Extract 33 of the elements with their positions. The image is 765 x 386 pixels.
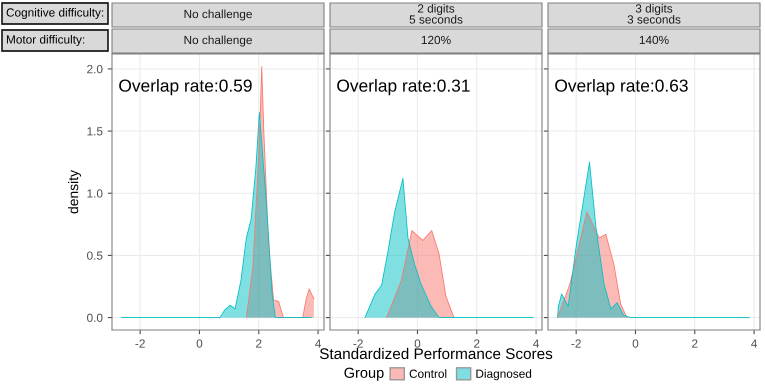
chart-title: 2 digits 5 seconds [410, 4, 462, 24]
legend-label: Control [410, 369, 446, 378]
x-tick-label: 2 [474, 339, 480, 348]
annotation: Overlap rate:0.63 [555, 79, 688, 96]
x-tick-label: 2 [692, 339, 698, 348]
text: Motor difficulty: [6, 35, 84, 46]
chart-title: 3 digits 3 seconds [628, 4, 680, 24]
legend-title: Group [344, 368, 384, 381]
chart-title: No challenge [184, 10, 252, 20]
chart-subtitle: 120% [422, 36, 451, 44]
x-tick-label: 0 [632, 339, 638, 348]
x-tick-label: 4 [751, 339, 758, 348]
x-tick-label: 0 [196, 339, 202, 348]
annotation: Overlap rate:0.31 [337, 79, 470, 96]
y-axis-title: density [68, 170, 82, 214]
x-tick-label: 4 [533, 339, 540, 348]
y-tick-label: 2.0 [87, 64, 103, 74]
x-tick-label: -2 [571, 339, 581, 348]
x-tick-label: 0 [414, 339, 420, 348]
x-axis-title: Standardized Performance Scores [320, 348, 552, 360]
y-tick-label: 0.5 [87, 251, 102, 260]
chart-subtitle: 140% [640, 36, 669, 44]
chart-subtitle: No challenge [184, 36, 252, 46]
x-tick-label: -2 [353, 339, 363, 348]
annotation: Overlap rate:0.59 [119, 79, 252, 96]
y-tick-label: 1.5 [87, 127, 102, 136]
x-tick-label: -2 [135, 339, 145, 348]
y-tick-label: 1.0 [87, 189, 103, 198]
text: Cognitive difficulty: [6, 8, 104, 19]
x-tick-label: 4 [315, 339, 322, 348]
x-tick-label: 2 [256, 339, 262, 348]
legend-label: Diagnosed [476, 369, 532, 380]
y-tick-label: 0.0 [87, 314, 103, 322]
